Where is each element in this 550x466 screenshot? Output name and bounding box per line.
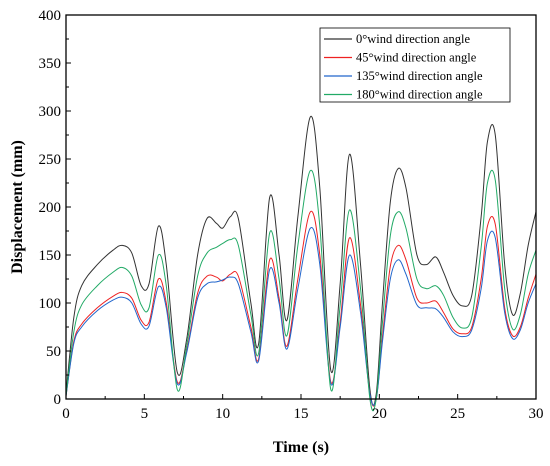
- x-axis-label: Time (s): [273, 439, 329, 456]
- y-tick-label: 350: [39, 56, 62, 72]
- x-axis: 0 5 10 15 20 25 30: [62, 394, 544, 422]
- plot-lines: [65, 115, 537, 412]
- legend-box: [319, 27, 511, 103]
- x-tick-label: 25: [450, 406, 465, 422]
- x-tick-label: 20: [372, 406, 387, 422]
- legend-item-45deg: 45°wind direction angle: [324, 51, 477, 65]
- legend-label: 135°wind direction angle: [356, 69, 483, 83]
- legend-label: 45°wind direction angle: [356, 51, 477, 65]
- x-tick-label: 30: [529, 406, 544, 422]
- legend: 0°wind direction angle 45°wind direction …: [319, 27, 511, 103]
- y-tick-label: 200: [39, 200, 62, 216]
- y-tick-label: 50: [46, 344, 61, 360]
- y-tick-label: 100: [39, 296, 62, 312]
- y-tick-label: 250: [39, 152, 62, 168]
- legend-label: 180°wind direction angle: [356, 88, 483, 102]
- x-tick-label: 10: [215, 406, 230, 422]
- legend-label: 0°wind direction angle: [356, 32, 470, 46]
- legend-item-0deg: 0°wind direction angle: [324, 32, 470, 46]
- y-axis: 0 50 100 150 200 250 300 350 400: [39, 8, 71, 408]
- y-tick-label: 150: [39, 248, 62, 264]
- legend-item-135deg: 135°wind direction angle: [324, 69, 483, 83]
- series-180deg-line: [65, 169, 537, 412]
- x-tick-label: 5: [141, 406, 149, 422]
- x-tick-label: 15: [294, 406, 309, 422]
- series-0deg-line: [65, 115, 537, 406]
- series-45deg-line: [65, 210, 537, 407]
- y-tick-label: 0: [54, 392, 62, 408]
- y-tick-label: 300: [39, 104, 62, 120]
- legend-item-180deg: 180°wind direction angle: [324, 88, 483, 102]
- y-axis-label: Displacement (mm): [9, 140, 26, 274]
- x-tick-label: 0: [62, 406, 70, 422]
- series-135deg-line: [65, 226, 537, 406]
- y-tick-label: 400: [39, 8, 62, 24]
